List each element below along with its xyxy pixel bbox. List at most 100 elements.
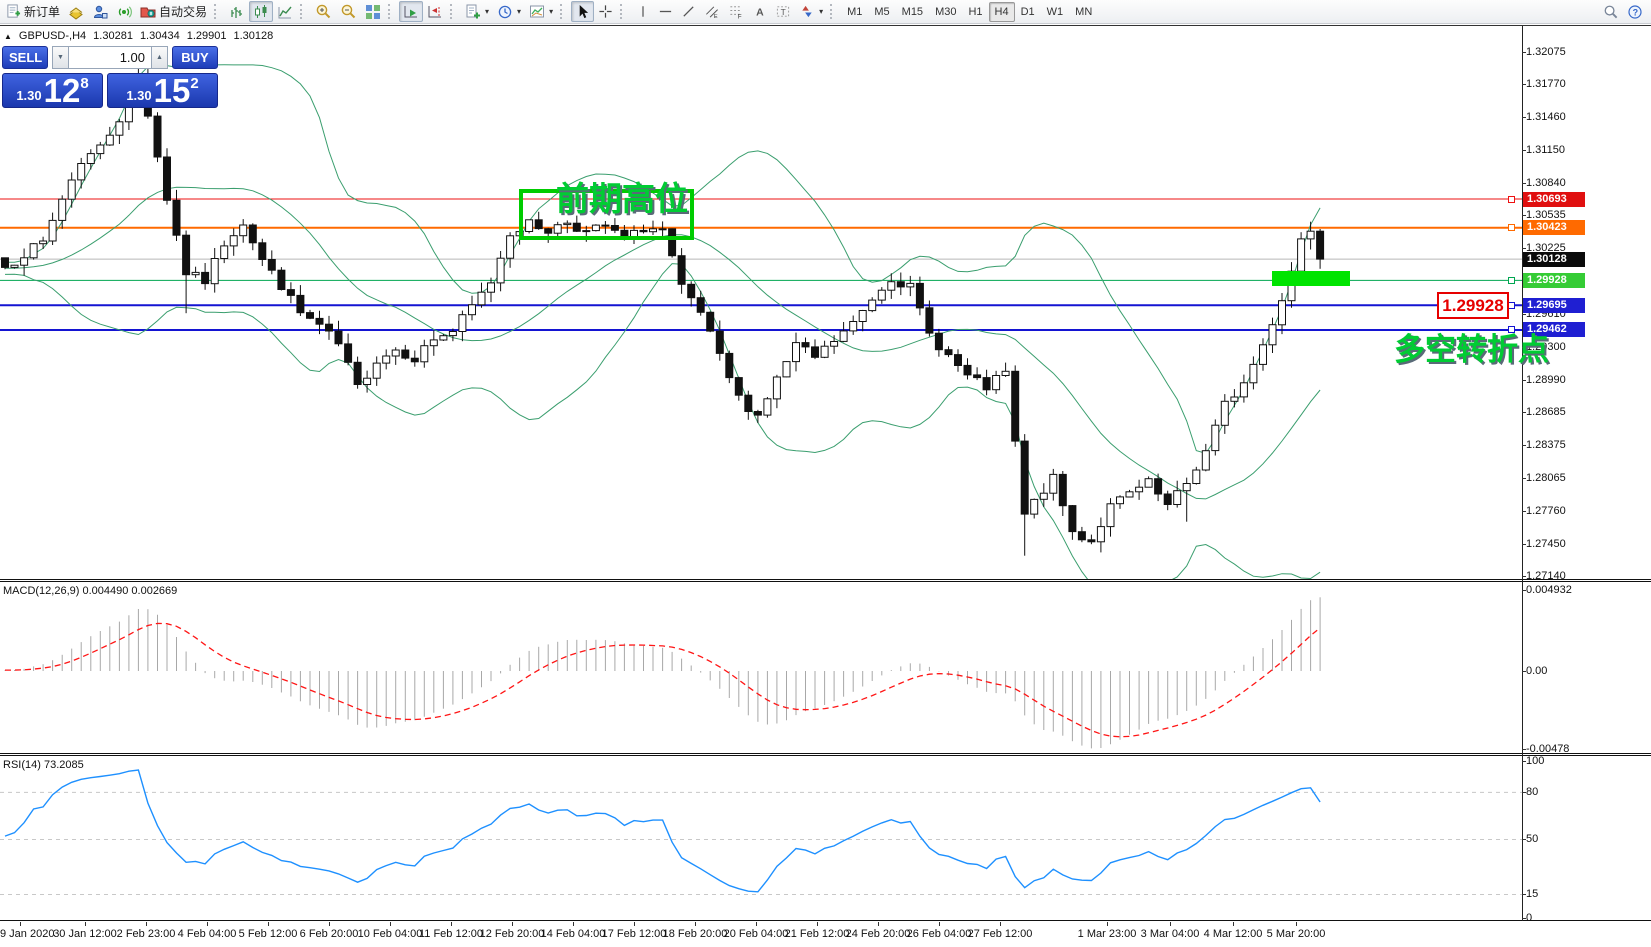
- time-tick-label: 10 Feb 04:00: [357, 928, 423, 940]
- text-button[interactable]: A: [748, 1, 771, 22]
- dropdown-caret-icon: ▾: [485, 7, 490, 16]
- rsi-scale-label: 80: [1526, 786, 1539, 798]
- help-button[interactable]: ?: [1623, 1, 1647, 22]
- time-tick-mark: [451, 922, 452, 926]
- indicators-icon: [466, 4, 481, 18]
- time-axis[interactable]: 9 Jan 2020 30 Jan 12:00 2 Feb 23:00 4 Feb 0…: [0, 921, 1651, 947]
- timeframe-m30-button[interactable]: M30: [929, 2, 962, 22]
- search-button[interactable]: [1599, 1, 1623, 22]
- price-tick-mark: [1522, 183, 1526, 184]
- panel-divider[interactable]: [0, 579, 1651, 582]
- price-line-badge[interactable]: 1.29695: [1523, 298, 1585, 313]
- timeframe-m1-button[interactable]: M1: [841, 2, 868, 22]
- rsi-scale-tick: [1522, 839, 1526, 840]
- line-handle[interactable]: [1508, 302, 1515, 309]
- template-icon: [530, 5, 545, 17]
- experts-button[interactable]: [88, 1, 112, 22]
- price-tick-label: 1.30535: [1526, 209, 1566, 221]
- text-label-button[interactable]: T: [771, 1, 795, 22]
- fibonacci-icon: F: [730, 6, 742, 19]
- autotrading-icon: [140, 7, 156, 17]
- price-tag-label[interactable]: 1.29928: [1437, 292, 1509, 319]
- rsi-scale-tick: [1522, 792, 1526, 793]
- price-line-badge[interactable]: 1.30128: [1523, 252, 1585, 267]
- one-click-trading-panel: SELL ▼ ▲ BUY 1.30 12 8 1.30 15 2: [2, 46, 218, 110]
- timeframe-m15-button[interactable]: M15: [896, 2, 929, 22]
- sell-price[interactable]: 1.30 12 8: [2, 73, 103, 108]
- volume-down-button[interactable]: ▼: [52, 46, 69, 69]
- panel-divider[interactable]: [0, 753, 1651, 756]
- sell-button[interactable]: SELL: [2, 46, 48, 69]
- price-tick-mark: [1522, 576, 1526, 577]
- trendline-button[interactable]: [677, 1, 700, 22]
- macd-panel[interactable]: [0, 583, 1522, 752]
- time-tick-label: 26 Feb 04:00: [906, 928, 972, 940]
- time-tick-mark: [512, 922, 513, 926]
- time-tick-mark: [390, 922, 391, 926]
- signals-button[interactable]: [112, 1, 136, 22]
- arrows-button[interactable]: ▾: [795, 1, 827, 22]
- line-handle[interactable]: [1508, 224, 1515, 231]
- timeframe-mn-button[interactable]: MN: [1069, 2, 1098, 22]
- close-value: 1.30128: [233, 30, 274, 42]
- time-tick-label: 5 Feb 12:00: [238, 928, 298, 940]
- volume-input[interactable]: [69, 46, 151, 69]
- periods-button[interactable]: ▾: [493, 1, 525, 22]
- svg-text:F: F: [738, 14, 742, 19]
- horizontal-line-button[interactable]: [654, 1, 677, 22]
- new-order-button[interactable]: 新订单: [2, 1, 64, 22]
- bar-chart-button[interactable]: [225, 1, 249, 22]
- macd-signal-line: [5, 622, 1321, 738]
- auto-scroll-button[interactable]: [399, 1, 424, 22]
- crosshair-button[interactable]: [594, 1, 617, 22]
- time-tick-mark: [329, 922, 330, 926]
- timeframe-h1-button[interactable]: H1: [962, 2, 988, 22]
- buy-price-prefix: 1.30: [126, 88, 152, 103]
- candlestick-chart-button[interactable]: [249, 1, 274, 22]
- metaeditor-button[interactable]: [64, 1, 88, 22]
- timeframe-m5-button[interactable]: M5: [868, 2, 895, 22]
- line-handle[interactable]: [1508, 196, 1515, 203]
- tile-windows-button[interactable]: [361, 1, 385, 22]
- volume-up-button[interactable]: ▲: [151, 46, 168, 69]
- turning-point-annotation[interactable]: 多空转折点: [1394, 332, 1549, 368]
- help-icon: ?: [1628, 4, 1642, 19]
- volume-stepper: ▼ ▲: [52, 46, 168, 69]
- line-handle[interactable]: [1508, 326, 1515, 333]
- timeframe-w1-button[interactable]: W1: [1041, 2, 1070, 22]
- zoom-out-button[interactable]: [336, 1, 361, 22]
- autotrading-button[interactable]: 自动交易: [136, 1, 211, 22]
- chart-shift-button[interactable]: [423, 1, 447, 22]
- buy-price[interactable]: 1.30 15 2: [107, 73, 218, 108]
- line-handle[interactable]: [1508, 277, 1515, 284]
- text-a-icon: A: [756, 6, 764, 18]
- macd-scale-tick: [1522, 671, 1526, 672]
- buy-button[interactable]: BUY: [172, 46, 218, 69]
- price-line-badge[interactable]: 1.29928: [1523, 273, 1585, 288]
- time-tick-mark: [207, 922, 208, 926]
- vertical-line-button[interactable]: [631, 1, 654, 22]
- indicators-button[interactable]: ▾: [461, 1, 493, 22]
- dropdown-caret-icon: ▾: [549, 7, 554, 16]
- macd-scale-label: 0.00: [1526, 665, 1548, 677]
- rsi-panel[interactable]: [0, 757, 1522, 920]
- candlestick-chart[interactable]: [0, 26, 1522, 579]
- channel-button[interactable]: E: [700, 1, 724, 22]
- timeframe-h4-button[interactable]: H4: [988, 1, 1015, 22]
- fibonacci-button[interactable]: F: [724, 1, 748, 22]
- cursor-button[interactable]: [571, 1, 595, 22]
- time-tick-label: 14 Feb 04:00: [540, 928, 606, 940]
- templates-button[interactable]: ▾: [525, 1, 557, 22]
- prev-high-annotation[interactable]: 前期高位: [556, 179, 688, 218]
- price-line-badge[interactable]: 1.30693: [1523, 192, 1585, 207]
- price-line-badge[interactable]: 1.29462: [1523, 322, 1585, 337]
- rsi-label: RSI(14) 73.2085: [3, 759, 84, 771]
- line-chart-button[interactable]: [273, 1, 297, 22]
- zoom-in-button[interactable]: [311, 1, 336, 22]
- price-line-badge[interactable]: 1.30423: [1523, 220, 1585, 235]
- cursor-icon: [579, 4, 589, 19]
- channel-icon: E: [706, 6, 719, 19]
- timeframe-d1-button[interactable]: D1: [1015, 2, 1041, 22]
- price-tick-mark: [1522, 544, 1526, 545]
- open-value: 1.30281: [93, 30, 133, 42]
